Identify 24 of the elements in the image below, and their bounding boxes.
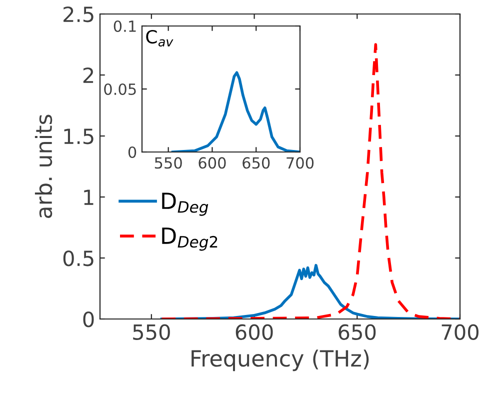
- x-tick-label: 600: [198, 157, 226, 169]
- x-tick-label: 650: [338, 324, 376, 340]
- x-tick-label: 550: [133, 324, 170, 340]
- legend-label: D$_{Deg2}$: [162, 228, 218, 251]
- annotation: C$_{av}$: [146, 30, 174, 46]
- x-tick-label: 600: [236, 324, 273, 340]
- x-tick-label: 650: [242, 157, 270, 169]
- x-tick-label: 700: [442, 324, 478, 340]
- y-tick-label: 1.5: [64, 128, 94, 144]
- line-series: [171, 71, 300, 152]
- legend-label: D$_{Deg}$: [162, 192, 208, 216]
- y-tick-label: 2: [83, 67, 94, 83]
- line-series: [160, 264, 460, 319]
- y-tick-label: 0: [128, 146, 136, 158]
- y-tick-label: 0.1: [114, 20, 136, 32]
- y-tick-label: 1: [84, 190, 94, 205]
- y-tick-label: 0: [83, 311, 94, 328]
- y-tick-label: 0.05: [104, 83, 136, 96]
- y-tick-label: 0.5: [63, 250, 94, 266]
- x-tick-label: 550: [154, 157, 182, 169]
- y-axis-title: arb. units: [34, 114, 52, 218]
- x-axis-title: Frequency (THz): [192, 350, 369, 372]
- x-tick-label: 700: [286, 157, 314, 169]
- y-tick-label: 2.5: [64, 6, 94, 22]
